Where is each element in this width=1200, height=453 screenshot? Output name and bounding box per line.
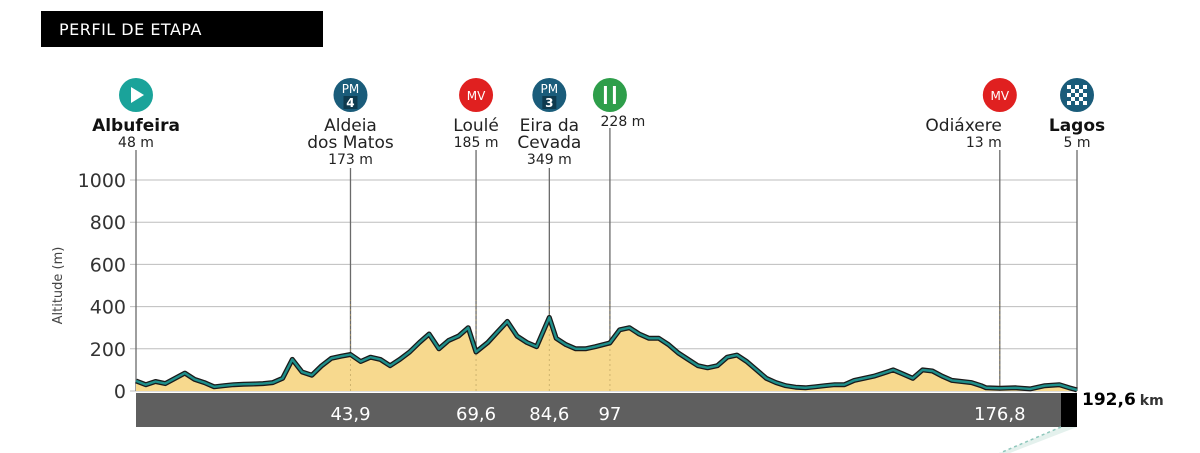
marker-name: Cevada xyxy=(517,133,581,153)
fork-icon xyxy=(603,86,607,104)
sprint-badge xyxy=(459,78,494,112)
finish-block xyxy=(1061,393,1077,427)
mountain-category-box xyxy=(343,96,358,109)
mountain-badge-label: PM xyxy=(541,82,559,96)
marker-altitude: 349 m xyxy=(527,152,572,168)
profile-area xyxy=(136,317,1077,391)
checkered-flag-icon xyxy=(1079,89,1083,93)
total-distance-unit: km xyxy=(1140,393,1164,409)
km-label: 43,9 xyxy=(330,404,370,425)
marker-altitude: 5 m xyxy=(1064,135,1091,151)
checkered-flag-icon xyxy=(1067,93,1071,97)
stage-profile-title: PERFIL DE ETAPA xyxy=(59,20,202,39)
checkered-flag-icon xyxy=(1083,101,1087,105)
checkered-flag-icon xyxy=(1071,89,1075,93)
profile-line xyxy=(135,316,1078,392)
marker-name: Lagos xyxy=(1049,116,1105,136)
total-distance: 192,6 km xyxy=(1082,390,1164,410)
km-label: 69,6 xyxy=(456,404,496,425)
y-axis-label: Altitude (m) xyxy=(51,247,66,325)
marker-altitude: 48 m xyxy=(118,135,154,151)
checkered-flag-icon xyxy=(1071,97,1075,101)
km-label: 84,6 xyxy=(529,404,569,425)
finish-zoom-line xyxy=(999,426,1062,453)
marker-name: Eira da xyxy=(520,116,579,136)
marker-name: Odiáxere xyxy=(925,116,1001,136)
mountain-badge-label: PM xyxy=(342,82,360,96)
y-tick-label: 400 xyxy=(90,297,126,319)
y-tick-label: 800 xyxy=(90,212,126,234)
checkered-flag-icon xyxy=(1083,85,1087,89)
y-tick-label: 200 xyxy=(90,339,126,361)
elevation-profile xyxy=(135,300,1078,393)
marker-name: Aldeia xyxy=(324,116,377,136)
marker-name: dos Matos xyxy=(307,133,394,153)
y-tick-label: 600 xyxy=(90,254,126,276)
sprint-badge-label: MV xyxy=(991,89,1010,103)
checkered-flag-icon xyxy=(1075,93,1079,97)
marker-name: Albufeira xyxy=(92,116,180,136)
checkered-flag-icon xyxy=(1075,85,1079,89)
marker-feed: 228 m xyxy=(592,78,646,130)
play-icon xyxy=(131,87,144,103)
sprint-badge-label: MV xyxy=(467,89,486,103)
finish-zoom-wedge xyxy=(1000,427,1077,453)
mountain-category: 3 xyxy=(545,96,553,110)
knife-icon xyxy=(612,86,616,104)
km-label: 176,8 xyxy=(974,404,1026,425)
checkered-flag-icon xyxy=(1075,101,1079,105)
checkered-flag-icon xyxy=(1067,101,1071,105)
checkered-flag-icon xyxy=(1067,85,1071,89)
mountain-category: 4 xyxy=(346,96,354,110)
marker-name: Loulé xyxy=(453,116,499,136)
y-tick-label: 0 xyxy=(114,381,126,403)
marker-altitude: 185 m xyxy=(454,135,499,151)
km-label: 97 xyxy=(598,404,621,425)
y-axis: 0 200 400 600 800 1000 Altitude (m) xyxy=(51,170,126,403)
marker-altitude: 173 m xyxy=(328,152,373,168)
total-distance-value: 192,6 xyxy=(1082,390,1136,410)
mountain-category-box xyxy=(542,96,557,109)
checkered-flag-icon xyxy=(1083,93,1087,97)
checkered-flag-icon xyxy=(1079,97,1083,101)
stage-profile-title-bar: PERFIL DE ETAPA xyxy=(41,11,323,47)
mountain-badge xyxy=(333,78,368,112)
km-bar-background xyxy=(136,393,1077,427)
y-tick-label: 1000 xyxy=(78,170,126,192)
feed-badge xyxy=(592,78,627,112)
sprint-badge xyxy=(982,78,1017,112)
mountain-badge xyxy=(532,78,567,112)
marker-altitude: 228 m xyxy=(601,114,646,130)
km-bar: 43,9 69,6 84,6 97 176,8 192,6 km xyxy=(136,390,1164,453)
marker-altitude: 13 m xyxy=(966,135,1002,151)
